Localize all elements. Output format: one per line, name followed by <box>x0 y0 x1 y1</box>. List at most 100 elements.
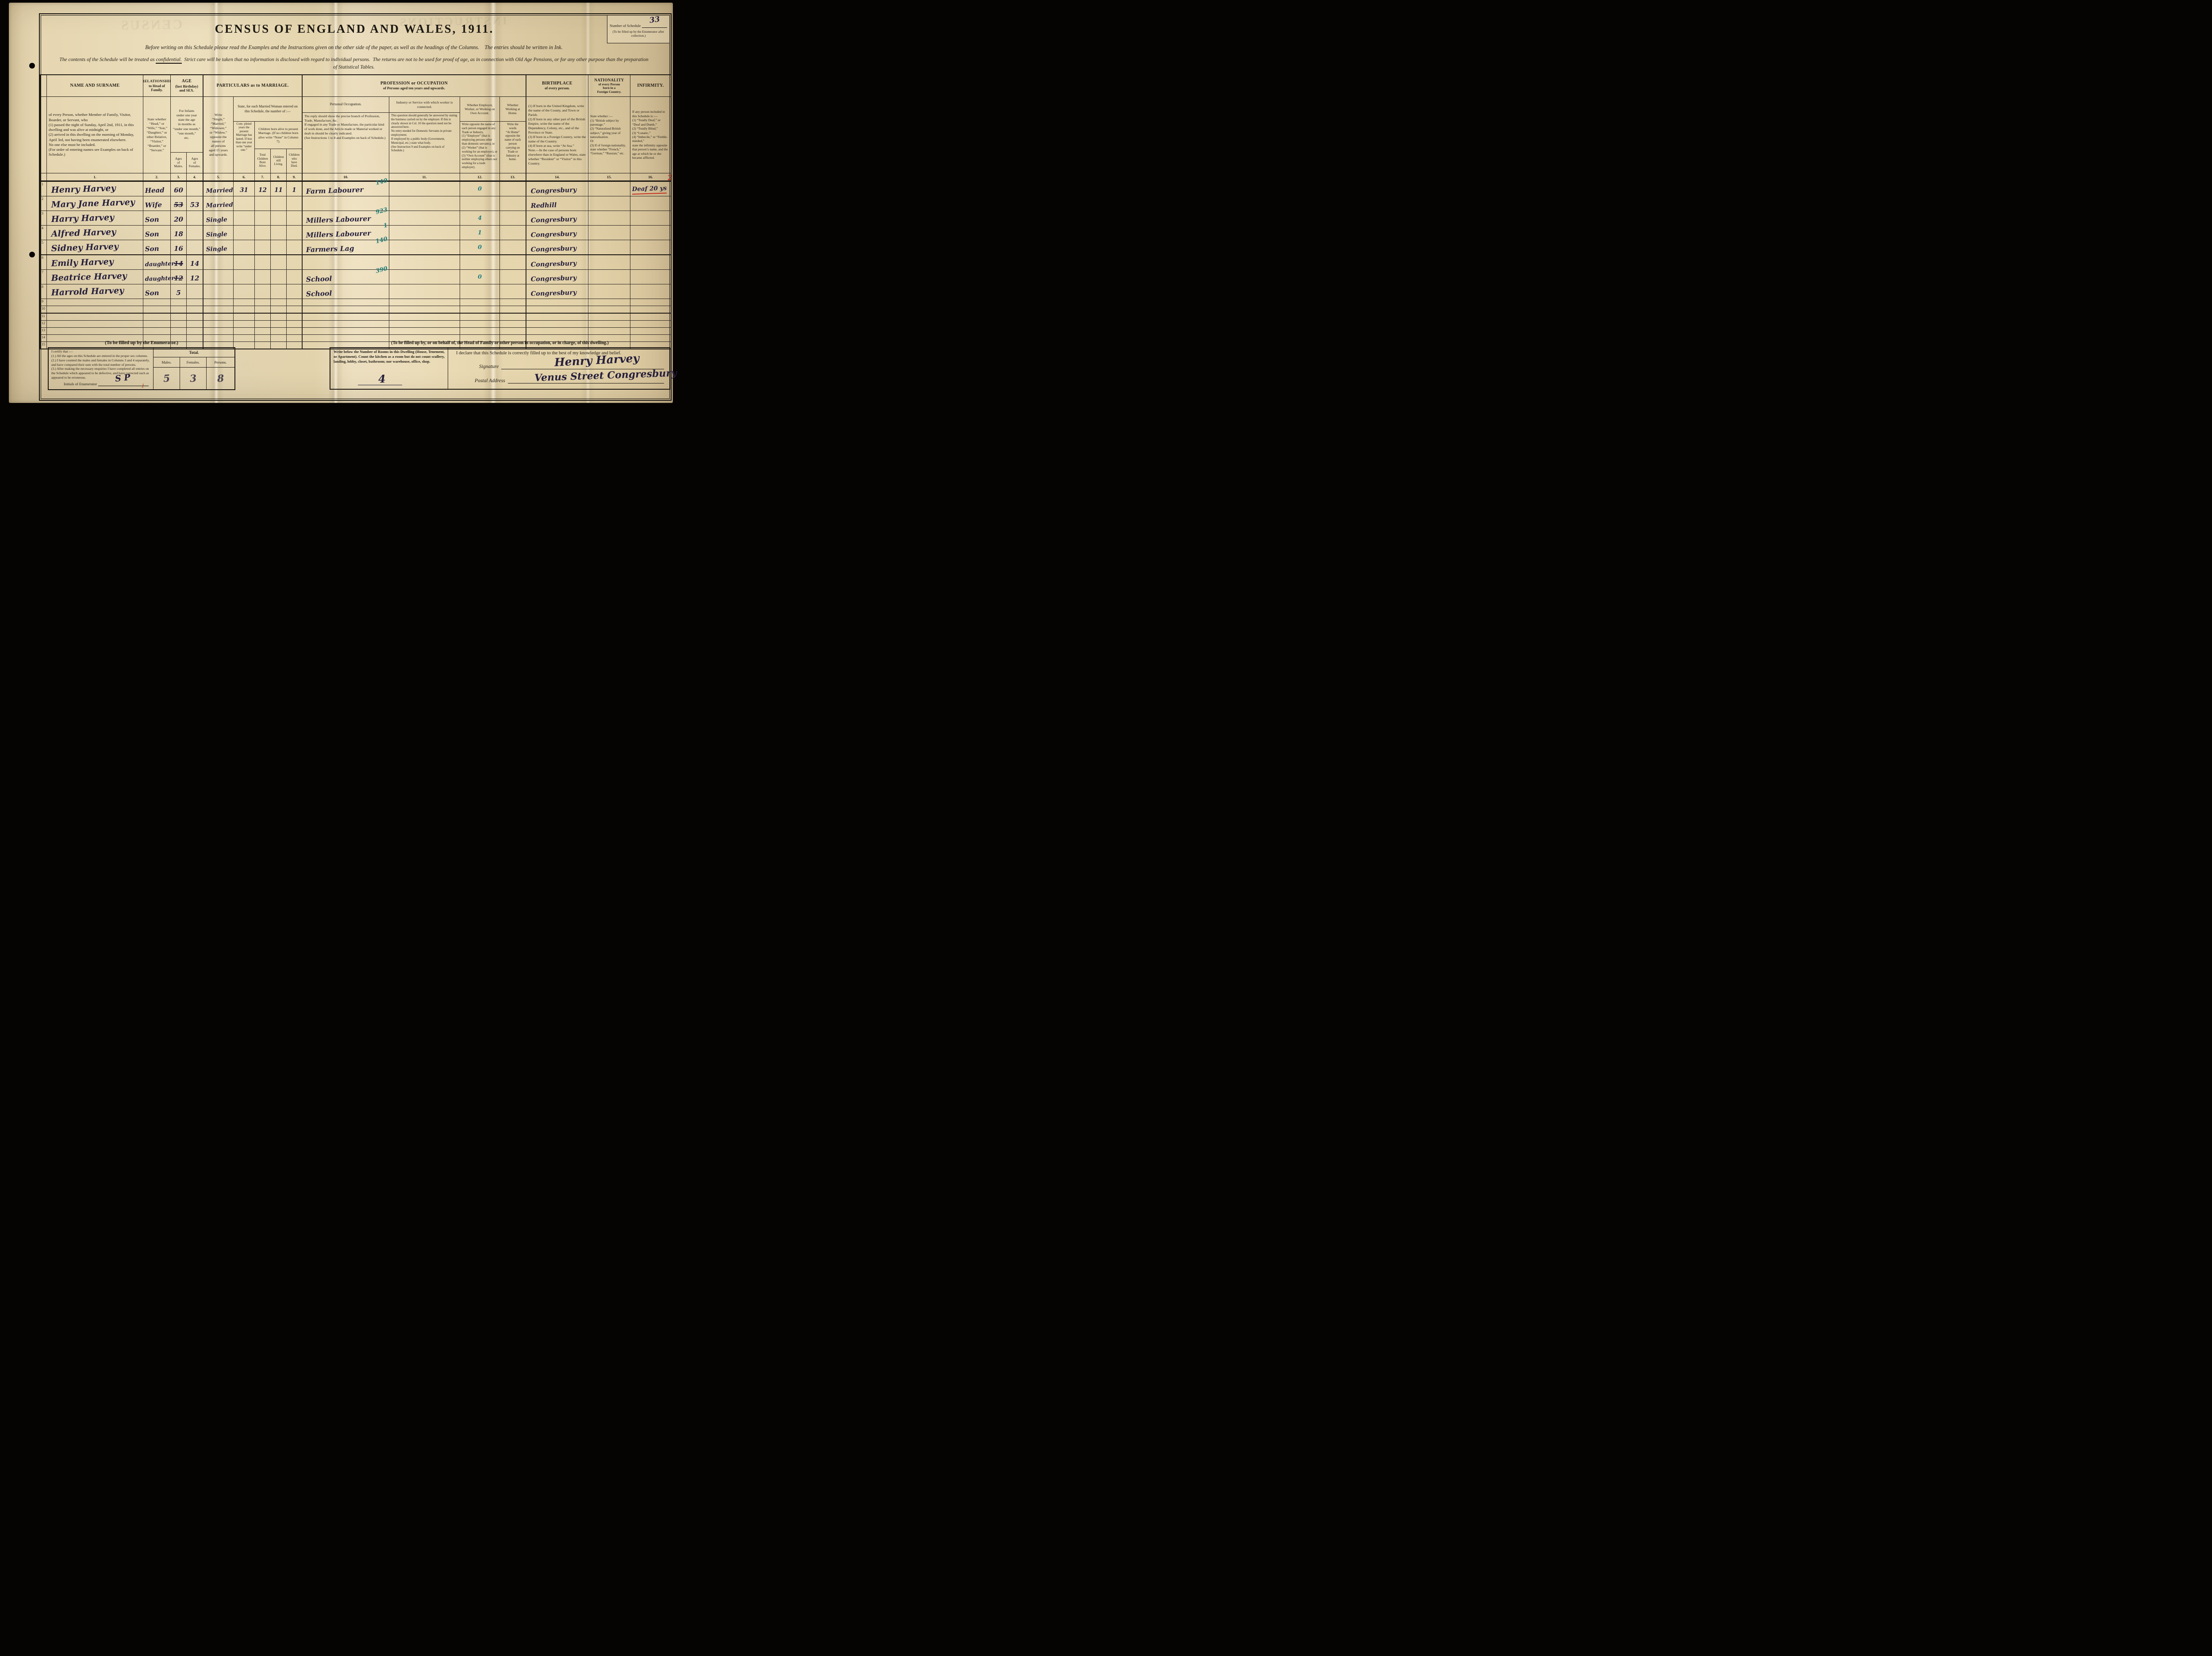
row-number-column-header <box>41 75 47 96</box>
col-num-5: 5. <box>204 173 234 180</box>
birthplace-cell: Congresbury <box>526 255 588 269</box>
col-num-13: 13. <box>500 173 526 180</box>
initials-label: Initials of Enumerator <box>64 382 97 386</box>
infirmity-cell <box>630 240 671 254</box>
name-cell: Harrold Harvey <box>47 284 143 299</box>
clerk-employment-code: 0 <box>477 244 482 251</box>
occupation-cell: Farm Labourer 140 <box>303 177 389 196</box>
employer-cell: 4 <box>460 211 500 225</box>
employer-subhead: Whether Employer, Worker, or Working on … <box>460 97 499 122</box>
col-header-profession: PROFESSION or OCCUPATION of Persons aged … <box>303 75 526 96</box>
signature-label: Signature <box>479 364 499 369</box>
subcol-children-died: Children who have Died. <box>288 153 300 168</box>
household-box: Write below the Number of Rooms in this … <box>330 347 677 390</box>
birthplace-column-desc: (1) If born in the United Kingdom, write… <box>526 97 588 173</box>
col-header-relationship: RELATIONSHIP to Head of Family. <box>143 75 171 96</box>
name-cell: Henry Harvey <box>47 182 143 196</box>
name-cell: Emily Harvey <box>47 255 143 269</box>
instruction-line-2: The contents of the Schedule will be tre… <box>58 56 650 71</box>
col-num-14: 14. <box>526 173 588 180</box>
industry-cell <box>389 182 460 196</box>
table-row: 3 Harry Harvey Son 20 Single Millers Lab… <box>41 207 671 226</box>
name-cell: Alfred Harvey <box>47 226 143 240</box>
persons-label: Persons. <box>214 360 227 364</box>
confidential-underlined: confidential. <box>156 57 182 64</box>
col-num-7: 7. <box>255 173 271 180</box>
age-males-cell: 60 <box>171 182 187 196</box>
children-born-alive-note: Children born alive to present Marriage.… <box>255 122 302 149</box>
totals-block: Total. Males. Females. Persons. 5 3 8 <box>154 348 234 389</box>
col-num-11: 11. <box>389 173 460 180</box>
age-females-cell: 53 <box>187 196 204 211</box>
rooms-value: 4 <box>378 372 386 386</box>
age-males-cell: 5 <box>171 284 187 299</box>
table-row: 9 <box>41 299 671 306</box>
occupation-cell: Farmers Lag 140 <box>303 236 389 254</box>
census-schedule-sheet: CENSUS INSTRUCTIONS Number of Schedule 3… <box>9 3 677 403</box>
enumerator-section-heading: (To be filled up by the Enumerator.) <box>105 340 178 345</box>
age-females-cell: 14 <box>187 255 204 269</box>
birthplace-cell: Congresbury <box>526 284 588 299</box>
col-num-4: 4. <box>187 173 204 180</box>
col-num-10: 10. <box>303 173 389 180</box>
athome-column-desc: Whether Working at Home. Write the words… <box>500 97 526 173</box>
relationship-cell: daughter <box>143 270 175 284</box>
infirmity-cell <box>630 284 671 299</box>
employer-cell: 1 <box>460 226 500 240</box>
table-row: 1 Henry Harvey Head 60 Married 31 12 11 … <box>41 177 671 196</box>
females-label: Females. <box>180 357 207 367</box>
name-cell: Sidney Harvey <box>47 240 143 254</box>
marital-state-desc: Write “Single,” “Married,” “Widower,” or… <box>204 97 234 173</box>
col-header-age: AGE (last Birthday) and SEX. <box>171 75 204 96</box>
children-group: Children born alive to present Marriage.… <box>255 122 302 173</box>
employer-cell: 0 <box>460 270 500 284</box>
clerk-employment-code: 1 <box>477 229 482 236</box>
name-cell: Beatrice Harvey <box>47 270 143 284</box>
instruction-line-2-pre: The contents of the Schedule will be tre… <box>59 57 156 62</box>
table-row: 7 Beatrice Harvey daughter 12 12 School 3… <box>41 265 671 284</box>
birthplace-cell: Congresbury <box>526 240 588 254</box>
occupation-cell: Millers Labourer 923 <box>303 207 389 225</box>
col-num-12: 12. <box>460 173 500 180</box>
relationship-column-desc: State whether “Head,” or “Wife,” “Son,” … <box>143 97 171 173</box>
marital-cell: Single <box>204 226 234 240</box>
col-header-nationality: NATIONALITY of every Person born in a For… <box>588 75 630 96</box>
athome-subhead: Whether Working at Home. <box>500 97 526 122</box>
table-header-descriptions: of every Person, whether Member of Famil… <box>41 97 671 173</box>
birthplace-cell: Congresbury <box>526 226 588 240</box>
subcol-years-married: Com- pleted years the present Marriage h… <box>234 122 255 173</box>
table-row: 10 <box>41 306 671 314</box>
declaration-text: I declare that this Schedule is correctl… <box>456 351 622 356</box>
years-married-cell: 31 <box>234 182 255 196</box>
subcol-children-living: Children still Living. <box>271 149 287 173</box>
marital-cell: Married <box>204 196 234 211</box>
age-males-cell: 12 <box>171 270 187 284</box>
table-row: 5 Sidney Harvey Son 16 Single Farmers La… <box>41 236 671 255</box>
schedule-number-label: Number of Schedule <box>610 23 641 28</box>
children-born-cell: 12 <box>255 182 271 196</box>
table-row: 8 Harrold Harvey Son 5 School Congresbur… <box>41 284 671 299</box>
enumerator-certification: I certify that :— (1.) All the ages on t… <box>49 348 154 389</box>
relationship-cell: Son <box>143 226 171 240</box>
column-numbers-row: 1. 2. 3. 4. 5. 6. 7. 8. 9. 10. 11. 12. 1… <box>41 173 671 182</box>
occupation-cell <box>303 196 389 211</box>
age-sub-columns: Ages of Males. Ages of Females. <box>171 152 203 173</box>
nationality-cell <box>588 182 630 196</box>
col-header-particulars-marriage: PARTICULARS as to MARRIAGE. <box>204 75 303 96</box>
children-died-cell: 1 <box>287 182 303 196</box>
infirmity-cell <box>630 270 671 284</box>
employer-column-desc: Whether Employer, Worker, or Working on … <box>460 97 500 173</box>
table-row: 4 Alfred Harvey Son 18 Single Millers La… <box>41 222 671 240</box>
table-row: 6 Emily Harvey daughter 14 14 Congresbur… <box>41 255 671 270</box>
census-table: NAME AND SURNAME RELATIONSHIP to Head of … <box>40 74 672 349</box>
occupation-cell: School <box>303 284 389 299</box>
persons-total-value: 8 <box>216 372 225 385</box>
col-num-2: 2. <box>143 173 171 180</box>
age-females-cell <box>187 240 204 254</box>
col-num-3: 3. <box>171 173 187 180</box>
enumerator-box: I certify that :— (1.) All the ages on t… <box>48 347 235 390</box>
age-males-cell: 14 <box>171 255 187 269</box>
industry-subhead: Industry or Service with which worker is… <box>389 97 460 113</box>
employer-cell: 0 <box>460 240 500 254</box>
col-header-name: NAME AND SURNAME <box>47 75 143 96</box>
